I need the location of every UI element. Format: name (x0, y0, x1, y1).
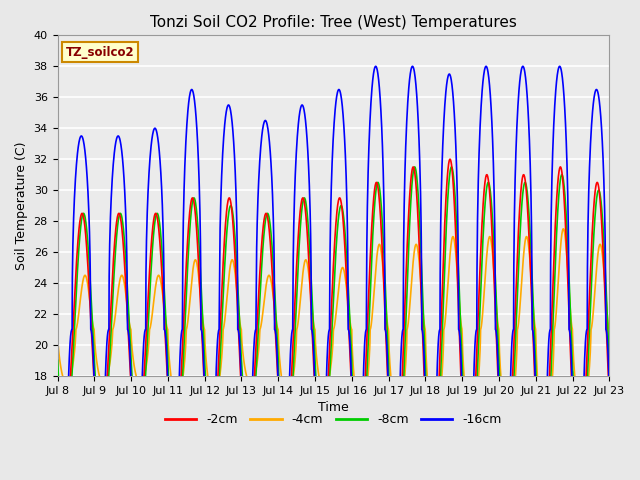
Y-axis label: Soil Temperature (C): Soil Temperature (C) (15, 142, 28, 270)
X-axis label: Time: Time (318, 401, 349, 414)
Title: Tonzi Soil CO2 Profile: Tree (West) Temperatures: Tonzi Soil CO2 Profile: Tree (West) Temp… (150, 15, 517, 30)
Legend: -2cm, -4cm, -8cm, -16cm: -2cm, -4cm, -8cm, -16cm (160, 408, 507, 431)
Text: TZ_soilco2: TZ_soilco2 (66, 46, 134, 59)
